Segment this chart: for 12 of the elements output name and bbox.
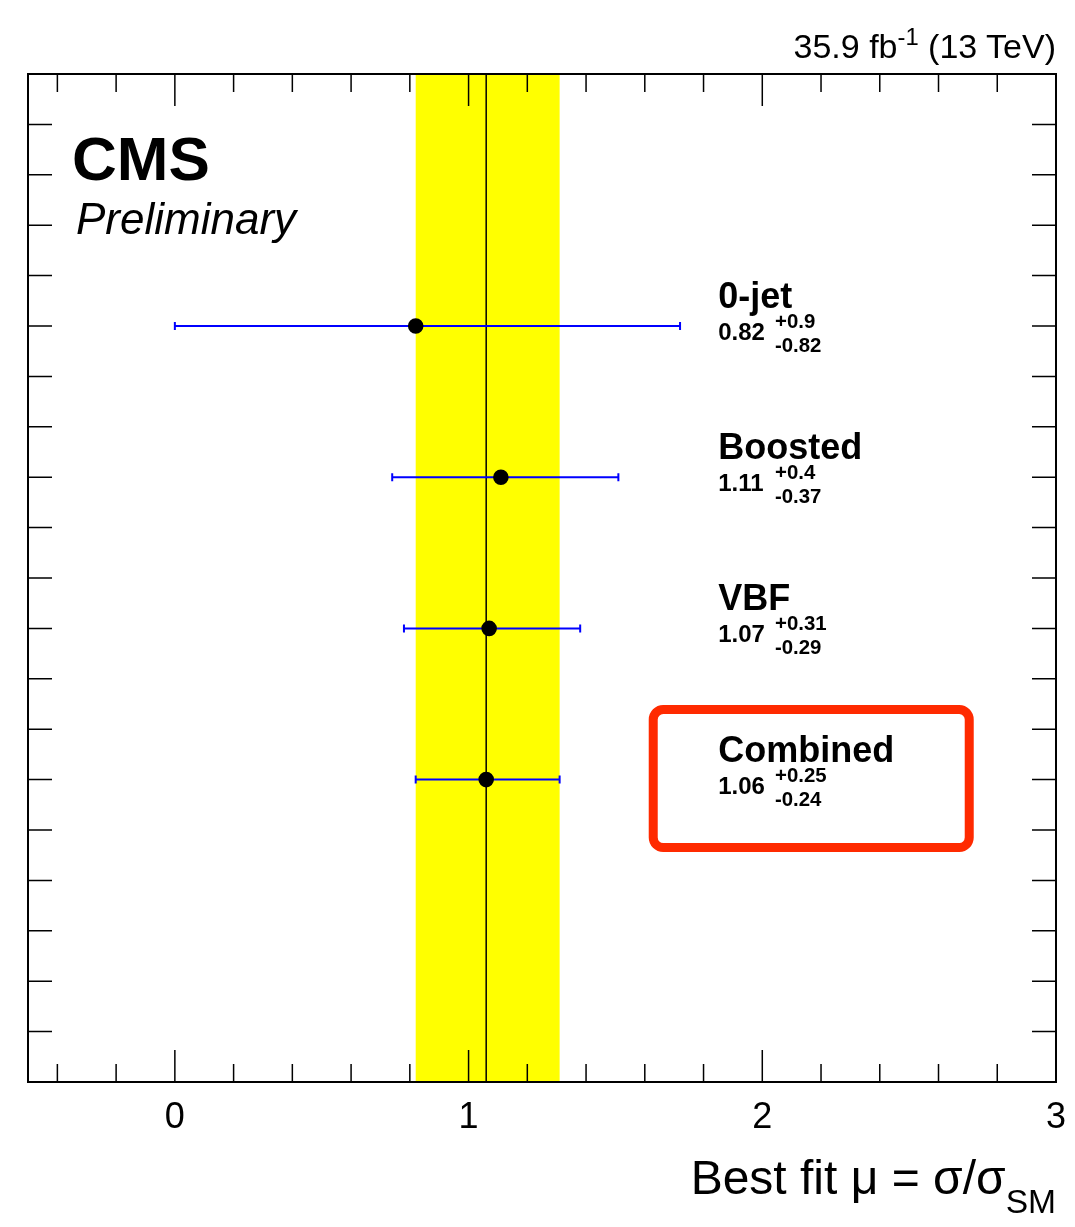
text: Preliminary: [76, 194, 300, 243]
text: CMS: [72, 124, 210, 193]
x-tick-label: 2: [752, 1095, 773, 1136]
point: [478, 771, 494, 788]
x-tick-label: 0: [164, 1095, 185, 1136]
point: [481, 620, 497, 637]
x-axis-title: Best fit μ = σ/σ$_{SM}$: [690, 1151, 1056, 1220]
x-tick-label: 1: [458, 1095, 479, 1136]
point: [493, 469, 509, 485]
chart-subtitle: 35.9 fb$^{-1}$ (13 TeV): [793, 22, 1056, 65]
x-tick-label: 3: [1045, 1095, 1067, 1136]
point: [407, 318, 424, 334]
